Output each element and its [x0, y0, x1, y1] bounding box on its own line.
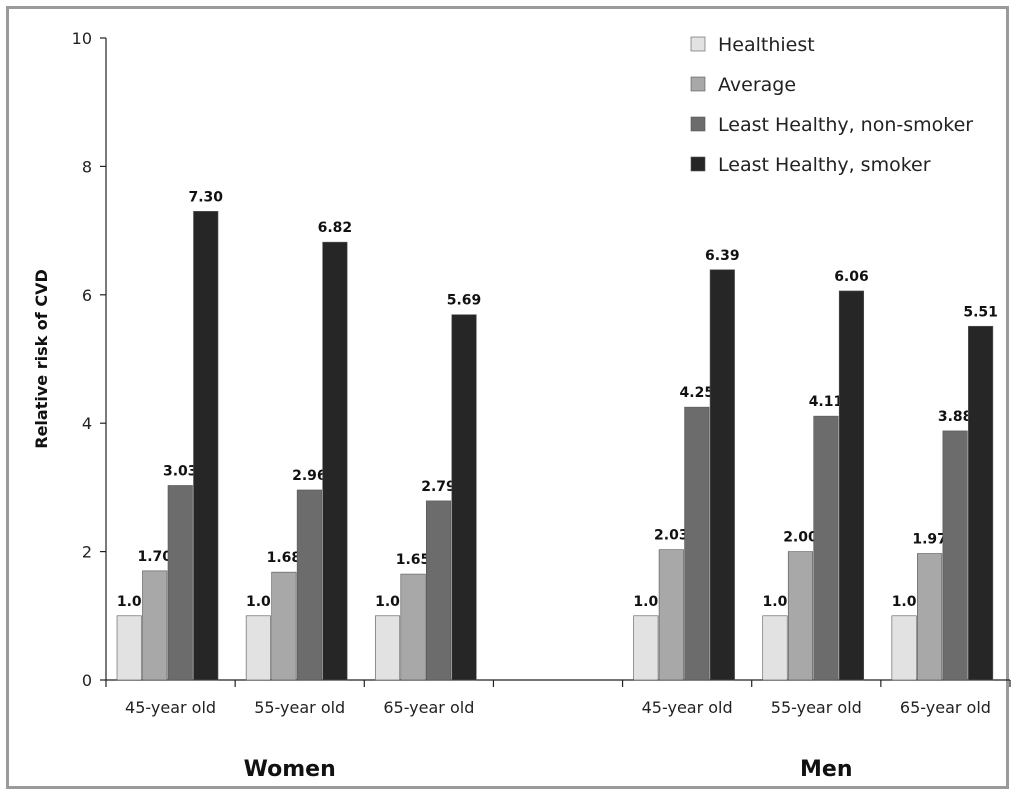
bar	[245, 615, 271, 681]
bar	[813, 415, 839, 681]
bar	[425, 500, 452, 681]
data-label: 1.0	[246, 594, 271, 610]
bar	[968, 325, 994, 681]
data-label: 1.70	[137, 549, 172, 565]
bar	[193, 211, 219, 681]
legend-entry: Least Healthy, non-smoker	[718, 114, 973, 136]
data-label: 1.0	[892, 594, 917, 610]
data-label: 4.11	[809, 394, 844, 410]
data-label: 2.00	[783, 530, 818, 546]
bar	[787, 551, 814, 681]
legend-entry: Healthiest	[718, 34, 815, 56]
x-tick-label: 65-year old	[900, 698, 991, 717]
bar	[167, 485, 193, 681]
bar	[116, 615, 142, 681]
legend-swatch	[690, 156, 706, 172]
data-label: 1.0	[375, 594, 400, 610]
y-tick-label: 2	[82, 543, 92, 562]
bar	[142, 570, 168, 681]
legend-entry: Least Healthy, smoker	[718, 154, 931, 176]
data-label: 1.0	[633, 594, 658, 610]
bar	[942, 430, 968, 681]
data-label: 7.30	[188, 189, 223, 205]
data-label: 1.0	[763, 594, 788, 610]
data-label: 6.82	[318, 220, 353, 236]
data-label: 5.69	[447, 293, 482, 309]
bar	[762, 615, 788, 681]
legend-swatch	[690, 116, 706, 132]
x-tick-label: 45-year old	[642, 698, 733, 717]
bar	[374, 615, 401, 681]
data-label: 2.79	[421, 479, 456, 495]
y-tick-label: 6	[82, 286, 92, 305]
data-label: 5.51	[963, 304, 998, 320]
y-tick-label: 4	[82, 414, 92, 433]
data-label: 3.03	[163, 463, 198, 479]
bar	[838, 290, 865, 681]
bar	[322, 241, 348, 681]
legend-entry: Average	[718, 74, 796, 96]
group-label: Women	[244, 757, 336, 782]
bar	[633, 615, 659, 681]
y-tick-label: 0	[82, 671, 92, 690]
data-label: 6.06	[834, 269, 869, 285]
data-label: 4.25	[680, 385, 715, 401]
bar	[400, 573, 426, 681]
data-label: 1.0	[117, 594, 142, 610]
x-tick-label: 55-year old	[771, 698, 862, 717]
data-label: 2.03	[654, 528, 689, 544]
x-tick-label: 45-year old	[125, 698, 216, 717]
data-label: 3.88	[938, 409, 973, 425]
bar	[917, 553, 943, 681]
bar	[451, 314, 477, 681]
group-label: Men	[800, 757, 852, 782]
legend-swatch	[690, 76, 706, 92]
legend-swatch	[690, 36, 706, 52]
data-label: 1.65	[396, 552, 431, 568]
bar	[709, 269, 735, 681]
data-label: 1.97	[912, 532, 947, 548]
y-tick-label: 10	[72, 29, 92, 48]
bar	[891, 615, 917, 681]
data-label: 6.39	[705, 248, 740, 264]
x-tick-label: 55-year old	[254, 698, 345, 717]
y-tick-label: 8	[82, 157, 92, 176]
x-tick-label: 65-year old	[383, 698, 474, 717]
bar	[684, 406, 710, 681]
bar	[658, 549, 684, 681]
y-axis-label: Relative risk of CVD	[32, 269, 51, 448]
bar	[296, 489, 322, 681]
bar	[271, 571, 297, 681]
data-label: 1.68	[267, 550, 302, 566]
data-label: 2.96	[292, 468, 327, 484]
